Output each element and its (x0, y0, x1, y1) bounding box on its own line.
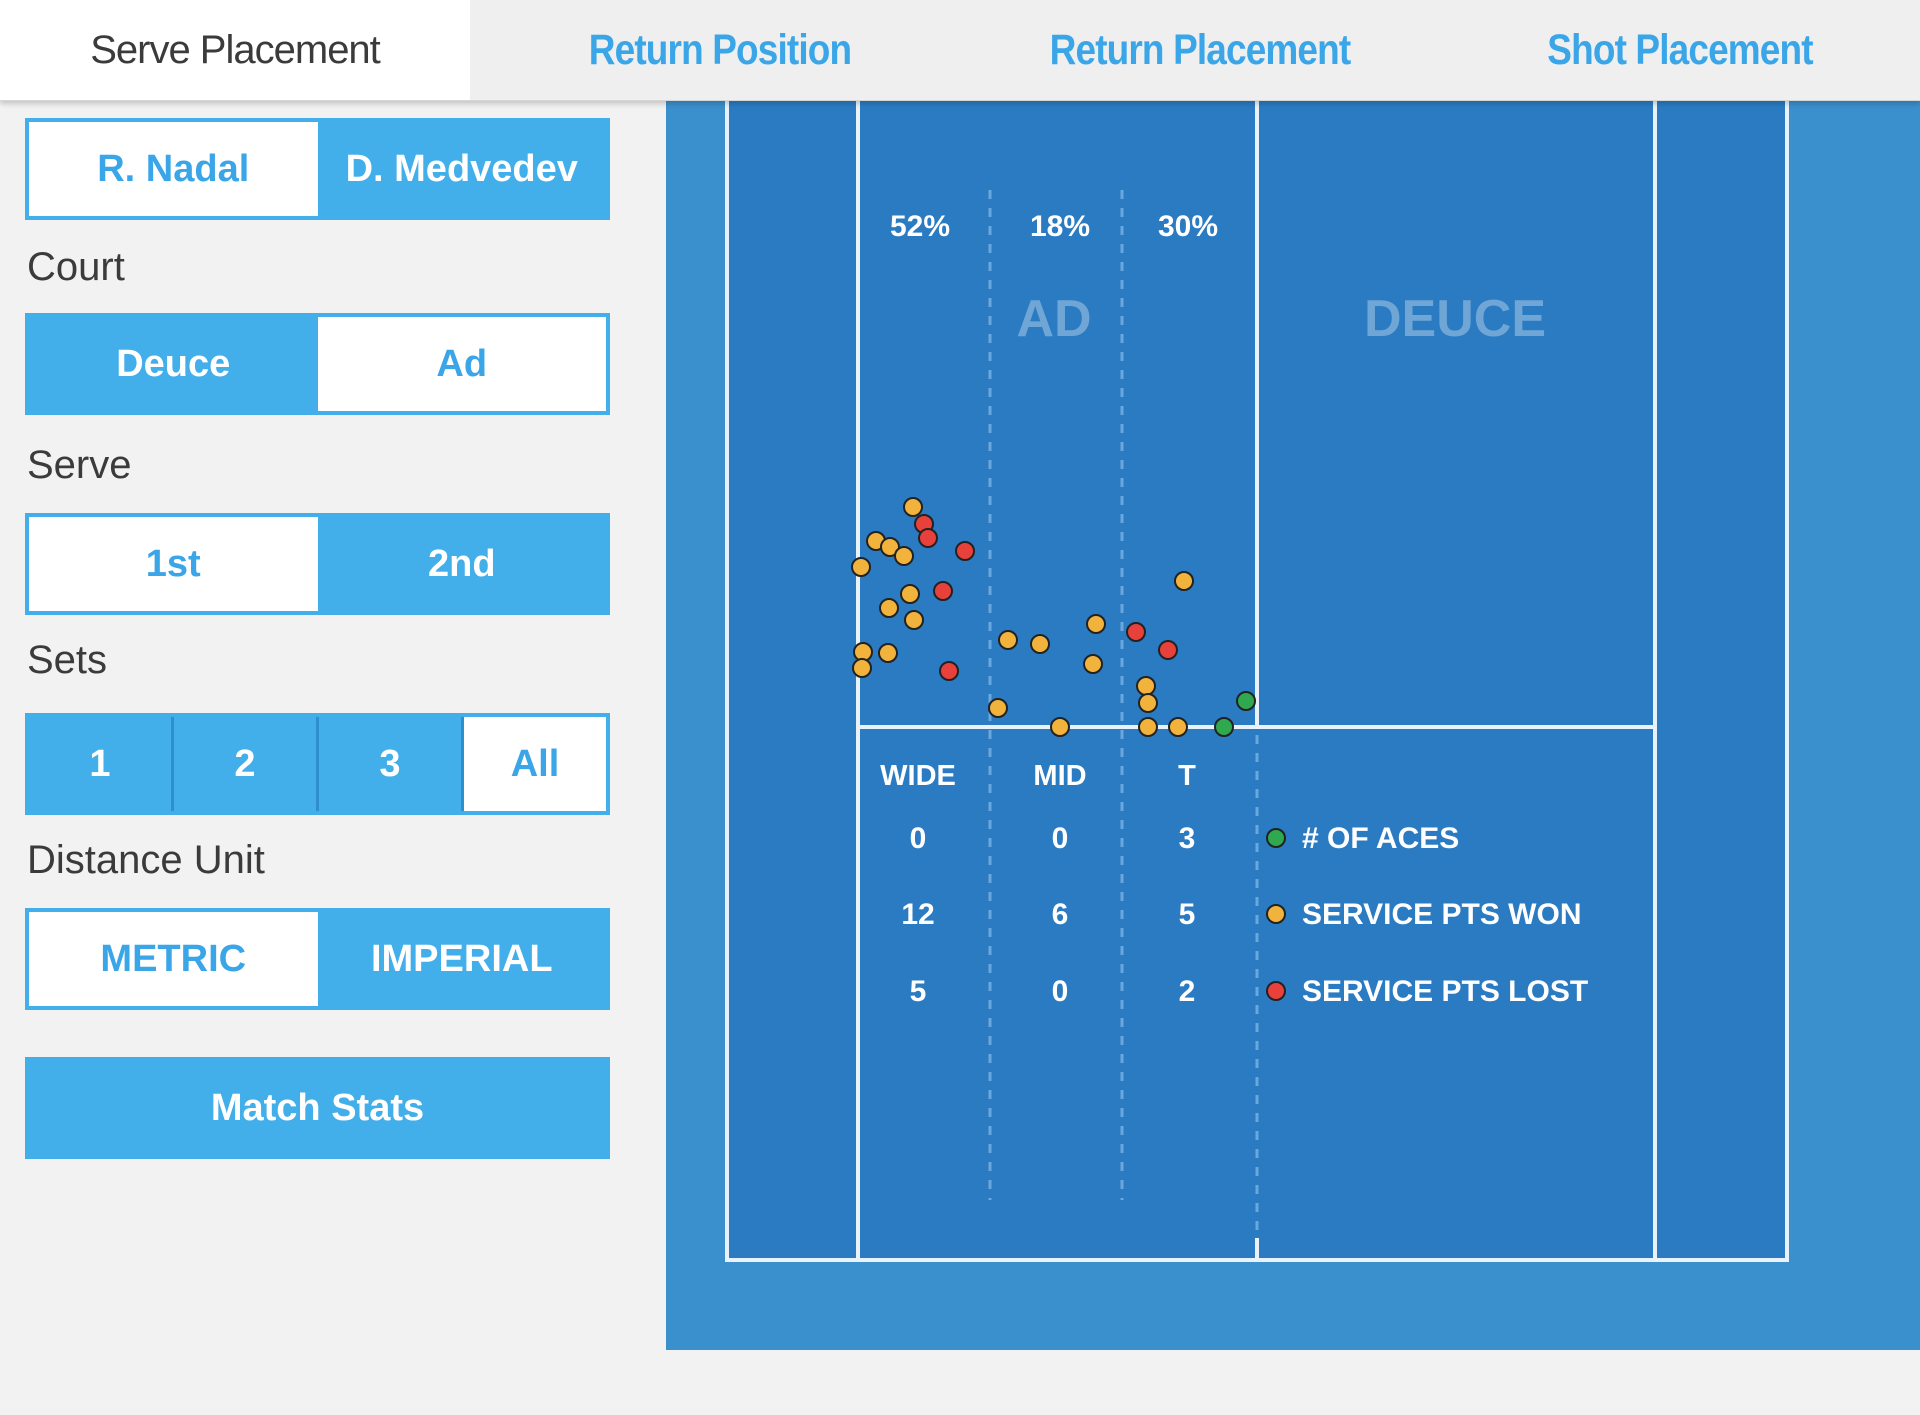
dot-won (878, 643, 898, 663)
dot-lost (1126, 622, 1146, 642)
court-option-ad[interactable]: Ad (317, 317, 606, 411)
serve-selector: 1st 2nd (25, 513, 610, 615)
legend-lost-label: SERVICE PTS LOST (1302, 975, 1588, 1008)
legend-lost-dot (1266, 981, 1286, 1001)
side-label-deuce: DEUCE (1364, 290, 1546, 348)
dot-lost (933, 581, 953, 601)
legend-won-label: SERVICE PTS WON (1302, 898, 1582, 931)
court-svg: 52% 18% 30% AD DEUCE (666, 100, 1920, 1350)
dot-lost (1158, 640, 1178, 660)
sets-option-3[interactable]: 3 (316, 717, 461, 811)
dot-ace (1214, 717, 1234, 737)
sets-label: Sets (27, 638, 108, 682)
aces-mid: 0 (1052, 822, 1069, 855)
won-t: 5 (1179, 898, 1196, 931)
side-label-ad: AD (1016, 290, 1091, 348)
legend-aces-dot (1266, 828, 1286, 848)
zone-pct-wide: 52% (890, 210, 950, 243)
dot-lost (918, 528, 938, 548)
player-option-medvedev[interactable]: D. Medvedev (345, 147, 578, 190)
dot-won (1083, 654, 1103, 674)
lost-wide: 5 (910, 975, 927, 1008)
won-wide: 12 (901, 898, 934, 931)
dot-won (851, 557, 871, 577)
tab-return-placement[interactable]: Return Placement (1049, 25, 1352, 74)
court-option-deuce[interactable]: Deuce (116, 342, 231, 385)
dot-won (880, 537, 900, 557)
distance-unit-label: Distance Unit (27, 838, 265, 882)
dot-won (1138, 693, 1158, 713)
zone-pct-t: 30% (1158, 210, 1218, 243)
player-option-nadal[interactable]: R. Nadal (29, 122, 318, 216)
dot-won (1050, 717, 1070, 737)
legend-won-dot (1266, 904, 1286, 924)
distance-option-imperial[interactable]: IMPERIAL (370, 937, 553, 980)
court-selector: Deuce Ad (25, 313, 610, 415)
distance-option-metric[interactable]: METRIC (29, 912, 318, 1006)
col-header-mid: MID (1033, 760, 1086, 792)
serve-dots (851, 497, 1256, 737)
dot-won (1168, 717, 1188, 737)
court-visualization: 52% 18% 30% AD DEUCE (666, 100, 1920, 1350)
tab-shot-placement[interactable]: Shot Placement (1547, 25, 1813, 74)
dot-won (852, 658, 872, 678)
dot-won (1138, 717, 1158, 737)
won-mid: 6 (1052, 898, 1069, 931)
zone-dividers (988, 190, 1259, 1230)
dot-lost (955, 541, 975, 561)
court-label: Court (27, 245, 125, 289)
tab-serve-placement[interactable]: Serve Placement (0, 0, 470, 100)
dot-won (1086, 614, 1106, 634)
sets-option-all[interactable]: All (461, 717, 606, 811)
aces-wide: 0 (910, 822, 927, 855)
serve-option-1st[interactable]: 1st (29, 517, 318, 611)
col-header-t: T (1178, 760, 1196, 792)
dot-won (998, 630, 1018, 650)
lost-t: 2 (1179, 975, 1196, 1008)
dot-lost (939, 661, 959, 681)
sets-option-2[interactable]: 2 (171, 717, 316, 811)
legend-aces-label: # OF ACES (1302, 822, 1459, 855)
col-header-wide: WIDE (880, 760, 956, 792)
lost-mid: 0 (1052, 975, 1069, 1008)
dot-won (1030, 634, 1050, 654)
court-lines (725, 100, 1789, 1262)
player-selector: R. Nadal D. Medvedev (25, 118, 610, 220)
distance-unit-selector: METRIC IMPERIAL (25, 908, 610, 1010)
zone-pct-mid: 18% (1030, 210, 1090, 243)
dot-won (894, 546, 914, 566)
dot-won (988, 698, 1008, 718)
serve-option-2nd[interactable]: 2nd (427, 542, 496, 585)
dot-won (879, 598, 899, 618)
dot-ace (1236, 691, 1256, 711)
dot-won (1174, 571, 1194, 591)
tab-return-position[interactable]: Return Position (588, 25, 852, 74)
dot-won (900, 584, 920, 604)
tab-bar: Serve Placement Return Position Return P… (0, 0, 1920, 101)
aces-t: 3 (1179, 822, 1196, 855)
dot-won (903, 497, 923, 517)
dot-won (1136, 676, 1156, 696)
match-stats-button[interactable]: Match Stats (25, 1057, 610, 1159)
sets-option-1[interactable]: 1 (89, 742, 111, 785)
dot-won (904, 610, 924, 630)
serve-label: Serve (27, 443, 132, 487)
sets-selector: 1 2 3 All (25, 713, 610, 815)
